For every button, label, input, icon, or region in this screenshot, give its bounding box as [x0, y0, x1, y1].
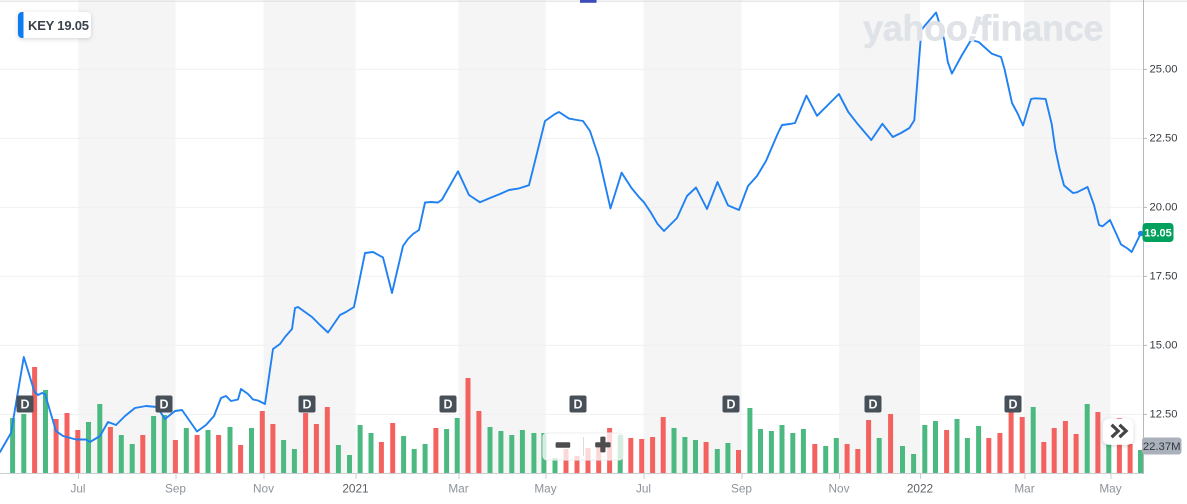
- svg-text:Sep: Sep: [731, 482, 752, 496]
- svg-text:D: D: [20, 398, 29, 412]
- svg-text:19.05: 19.05: [1144, 228, 1172, 240]
- svg-text:17.50: 17.50: [1150, 271, 1178, 283]
- svg-text:Mar: Mar: [448, 482, 468, 496]
- svg-text:12.50: 12.50: [1150, 409, 1178, 421]
- svg-text:Mar: Mar: [1014, 482, 1034, 496]
- svg-text:May: May: [1099, 482, 1121, 496]
- svg-text:D: D: [868, 398, 877, 412]
- svg-text:D: D: [159, 398, 168, 412]
- svg-text:22.50: 22.50: [1150, 133, 1178, 145]
- svg-text:Sep: Sep: [165, 482, 186, 496]
- svg-text:Nov: Nov: [829, 482, 850, 496]
- svg-text:Jul: Jul: [636, 482, 651, 496]
- svg-text:Nov: Nov: [253, 482, 274, 496]
- svg-text:yahoo!finance: yahoo!finance: [863, 8, 1103, 50]
- svg-text:D: D: [1008, 398, 1017, 412]
- svg-text:20.00: 20.00: [1150, 202, 1178, 214]
- svg-text:KEY 19.05: KEY 19.05: [28, 18, 89, 33]
- svg-text:D: D: [573, 398, 582, 412]
- svg-text:2022: 2022: [907, 482, 933, 496]
- svg-text:May: May: [534, 482, 556, 496]
- svg-text:D: D: [302, 398, 311, 412]
- svg-text:Jul: Jul: [70, 482, 85, 496]
- svg-text:15.00: 15.00: [1150, 340, 1178, 352]
- svg-text:25.00: 25.00: [1150, 64, 1178, 76]
- svg-text:2021: 2021: [342, 482, 368, 496]
- svg-text:22.37M: 22.37M: [1143, 441, 1181, 453]
- svg-text:D: D: [443, 398, 452, 412]
- svg-text:D: D: [726, 398, 735, 412]
